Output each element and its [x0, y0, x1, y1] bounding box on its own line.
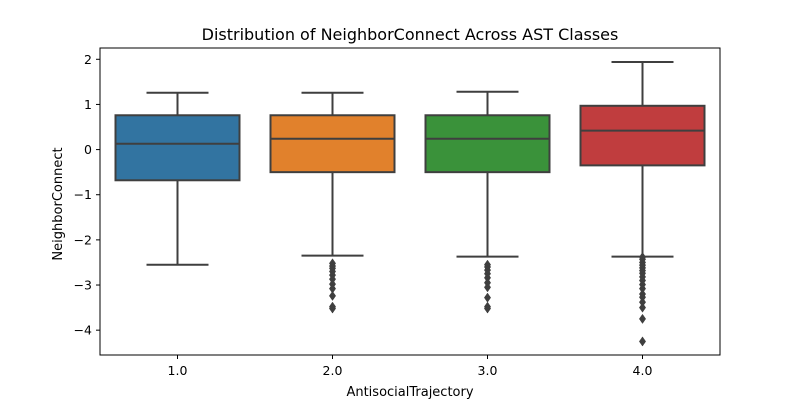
y-tick-label: −3 — [74, 278, 92, 293]
box-1.0 — [114, 114, 241, 182]
outlier-point — [638, 336, 647, 347]
y-tick-label: −2 — [74, 232, 92, 247]
box-4.0 — [579, 104, 706, 167]
y-tick-label: 0 — [84, 142, 92, 157]
x-tick-label: 2.0 — [323, 363, 343, 378]
y-axis-label: NeighborConnect — [51, 147, 66, 260]
outlier-point — [483, 282, 492, 293]
x-tick-label: 1.0 — [168, 363, 188, 378]
y-tick-label: −1 — [74, 187, 92, 202]
outlier-point — [483, 292, 492, 303]
y-tick-label: 1 — [84, 97, 92, 112]
box-2.0 — [269, 114, 396, 174]
x-tick-label: 4.0 — [633, 363, 653, 378]
x-tick-label: 3.0 — [478, 363, 498, 378]
outlier-point — [328, 303, 337, 314]
outlier-point — [638, 302, 647, 313]
plot-frame — [99, 47, 721, 356]
outlier-point — [638, 313, 647, 324]
y-tick-label: 2 — [84, 52, 92, 67]
box-3.0 — [424, 114, 551, 174]
plot-area: 2 1 0 −1 −2 −3 −4 1.0 2.0 3.0 4.0 — [74, 52, 706, 378]
y-tick-label: −4 — [74, 323, 92, 338]
outlier-point — [328, 290, 337, 301]
x-axis-label: AntisocialTrajectory — [346, 385, 473, 400]
outlier-point — [483, 303, 492, 314]
chart-title: Distribution of NeighborConnect Across A… — [202, 25, 619, 44]
